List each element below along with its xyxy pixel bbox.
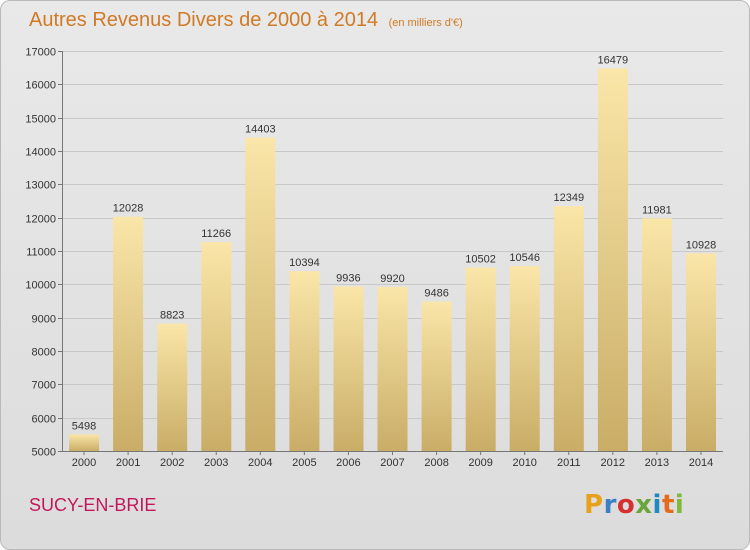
y-tick-label: 11000 [26,247,56,259]
x-tick-label-2013: 2013 [645,457,669,469]
y-tick-label: 14000 [25,147,56,159]
y-tick-label: 16000 [25,80,56,92]
bar-2004 [245,137,276,451]
x-tick-label-2014: 2014 [689,457,713,469]
chart-title: Autres Revenus Divers de 2000 à 2014 (en… [29,9,463,32]
city-name: SUCY-EN-BRIE [29,495,157,515]
bars: 5498 12028 8823 11266 14403 10394 9936 9920 9486… [69,54,717,452]
logo-letter: x [635,490,653,520]
x-tick-label-2007: 2007 [380,457,404,469]
x-tick-label-2001: 2001 [116,457,140,469]
bar-2009 [465,267,496,451]
proxiti-logo[interactable]: Proxiti [584,490,684,520]
logo-letter: i [652,490,662,520]
data-label-2005: 10394 [289,257,320,269]
x-tick-label-2003: 2003 [204,457,228,469]
x-tick-label-2008: 2008 [424,457,448,469]
bar-2006 [333,286,364,451]
bar-2005 [289,271,320,451]
bar-2011 [553,206,584,451]
data-label-2009: 10502 [465,254,496,266]
x-tick-label-2006: 2006 [336,457,360,469]
bar-2012 [597,68,628,452]
y-tick-label: 5000 [32,447,56,459]
chart-title-unit: (en milliers d'€) [388,17,463,29]
bar-2003 [201,242,232,451]
data-label-2010: 10546 [509,252,540,264]
bar-2014 [686,253,716,451]
data-label-2003: 11266 [201,228,231,240]
bar-2002 [157,323,188,451]
bar-2013 [641,218,672,451]
y-tick-label: 17000 [25,47,56,59]
data-label-2002: 8823 [160,310,184,322]
x-tick-label-2011: 2011 [557,457,581,469]
logo-letter: P [584,490,604,520]
y-tick-label: 10000 [25,280,56,292]
y-tick-label: 8000 [32,347,56,359]
data-label-2006: 9936 [336,273,360,285]
y-tick-label: 7000 [32,380,56,392]
data-label-2012: 16479 [598,54,629,66]
data-label-2007: 9920 [380,273,404,285]
data-label-2000: 5498 [72,420,96,432]
axes: 5000 6000 7000 8000 9000 10000 11000 12000 13000… [25,47,723,469]
data-label-2001: 12028 [113,203,144,215]
logo-letter: i [674,490,685,520]
bar-2008 [421,301,452,451]
data-label-2014: 10928 [686,239,717,251]
x-tick-label-2009: 2009 [468,457,492,469]
data-label-2011: 12349 [554,192,585,204]
bar-2010 [509,266,540,451]
x-tick-label-2002: 2002 [160,457,184,469]
y-tick-label: 12000 [25,214,56,226]
x-tick-label-2010: 2010 [512,457,536,469]
y-tick-label: 9000 [32,314,56,326]
bar-2001 [113,216,144,451]
y-tick-label: 15000 [25,114,56,126]
x-tick-label-2005: 2005 [292,457,316,469]
x-tick-label-2012: 2012 [601,457,625,469]
data-label-2013: 11981 [642,204,672,216]
logo-letter: t [661,490,675,520]
chart-title-main: Autres Revenus Divers de 2000 à 2014 [29,9,379,31]
x-tick-label-2004: 2004 [248,457,272,469]
y-tick-label: 13000 [25,180,56,192]
logo-letter: o [616,490,636,520]
data-label-2008: 9486 [424,288,448,300]
bar-2000 [69,434,100,451]
x-tick-label-2000: 2000 [72,457,96,469]
logo-letter: r [603,490,617,520]
data-label-2004: 14403 [245,124,276,136]
bar-2007 [377,287,408,451]
y-tick-label: 6000 [32,414,56,426]
